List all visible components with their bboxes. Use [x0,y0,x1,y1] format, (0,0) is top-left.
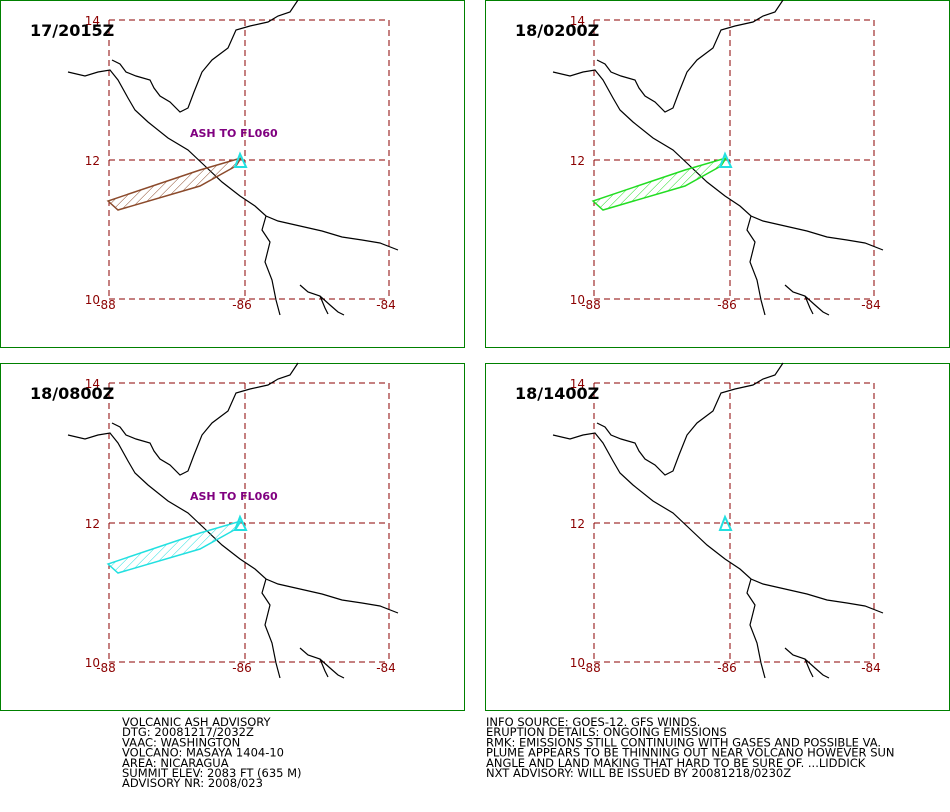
lon-label: -84 [376,661,396,675]
valid-time: 17/2015Z [30,21,114,40]
coastline [261,215,281,316]
advisory-line: NXT ADVISORY: WILL BE ISSUED BY 20081218… [486,766,791,780]
lon-label: -86 [717,298,737,312]
coastline [299,284,345,316]
coastline [319,658,329,678]
panel-border [0,363,465,711]
lat-label: 12 [570,517,585,531]
coastline [784,647,830,679]
lat-label: 14 [570,14,585,28]
lon-label: -88 [96,661,116,675]
advisory-line: VOLCANIC ASH ADVISORY [122,715,272,729]
advisory-line: AREA: NICARAGUA [122,756,229,770]
map-panel: 14 12 10-88 -86 -84 ASH TO FL060 18/0800Z [0,362,465,711]
lon-label: -86 [232,298,252,312]
lon-label: -84 [861,298,881,312]
ash-plume [591,156,728,211]
advisory-line: INFO SOURCE: GOES-12. GFS WINDS. [486,715,700,729]
lat-label: 14 [85,377,100,391]
volcano-marker [718,151,733,168]
coastline [299,647,345,679]
lon-label: -86 [717,661,737,675]
advisory-line: VOLCANO: MASAYA 1404-10 [122,746,284,760]
advisory-line: DTG: 20081217/2032Z [122,725,254,739]
advisory-line: ERUPTION DETAILS: ONGOING EMISSIONS [486,725,727,739]
volcano-marker [718,514,733,531]
coastline [261,578,281,679]
advisory-line: RMK: EMISSIONS STILL CONTINUING WITH GAS… [486,735,881,749]
lat-label: 10 [85,656,100,670]
lon-label: -84 [376,298,396,312]
advisory-line: SUMMIT ELEV: 2083 FT (635 M) [122,766,302,780]
ash-plume [106,519,243,574]
panel-border [485,363,950,711]
coastline [111,0,299,113]
lat-label: 10 [85,293,100,307]
lon-label: -84 [861,661,881,675]
map-panel: 14 12 10-88 -86 -84 ASH TO FL060 17/2015Z [0,0,465,348]
valid-time: 18/0800Z [30,384,114,403]
lon-label: -88 [96,298,116,312]
coastline [804,295,814,315]
lat-label: 10 [570,293,585,307]
lat-label: 12 [570,154,585,168]
coastline [111,362,299,476]
ash-annotation: ASH TO FL060 [190,127,278,140]
lat-label: 14 [85,14,100,28]
ash-plume [106,156,243,211]
advisory-line: PLUME APPEARS TO BE THINNING OUT NEAR VO… [486,746,895,760]
coastline [319,295,329,315]
coastline [552,432,884,614]
advisory-line: VAAC: WASHINGTON [122,735,240,749]
panel-border [0,0,465,348]
coastline [784,284,830,316]
map-panel: 14 12 10-88 -86 -84 18/1400Z [485,362,950,711]
valid-time: 18/1400Z [515,384,599,403]
lon-label: -88 [581,661,601,675]
valid-time: 18/0200Z [515,21,599,40]
lat-label: 14 [570,377,585,391]
volcano-marker [233,514,248,531]
coastline [804,658,814,678]
ash-annotation: ASH TO FL060 [190,490,278,503]
lon-label: -88 [581,298,601,312]
advisory-line: ANGLE AND LAND MAKING THAT HARD TO BE SU… [486,756,866,770]
volcano-marker [233,151,248,168]
lat-label: 12 [85,154,100,168]
lat-label: 10 [570,656,585,670]
coastline [746,215,766,316]
map-panel: 14 12 10-88 -86 -84 18/0200Z [485,0,950,348]
coastline [596,0,784,113]
coastline [596,362,784,476]
lat-label: 12 [85,517,100,531]
panel-border [485,0,950,348]
coastline [746,578,766,679]
advisory-line: ADVISORY NR: 2008/023 [122,776,263,790]
lon-label: -86 [232,661,252,675]
